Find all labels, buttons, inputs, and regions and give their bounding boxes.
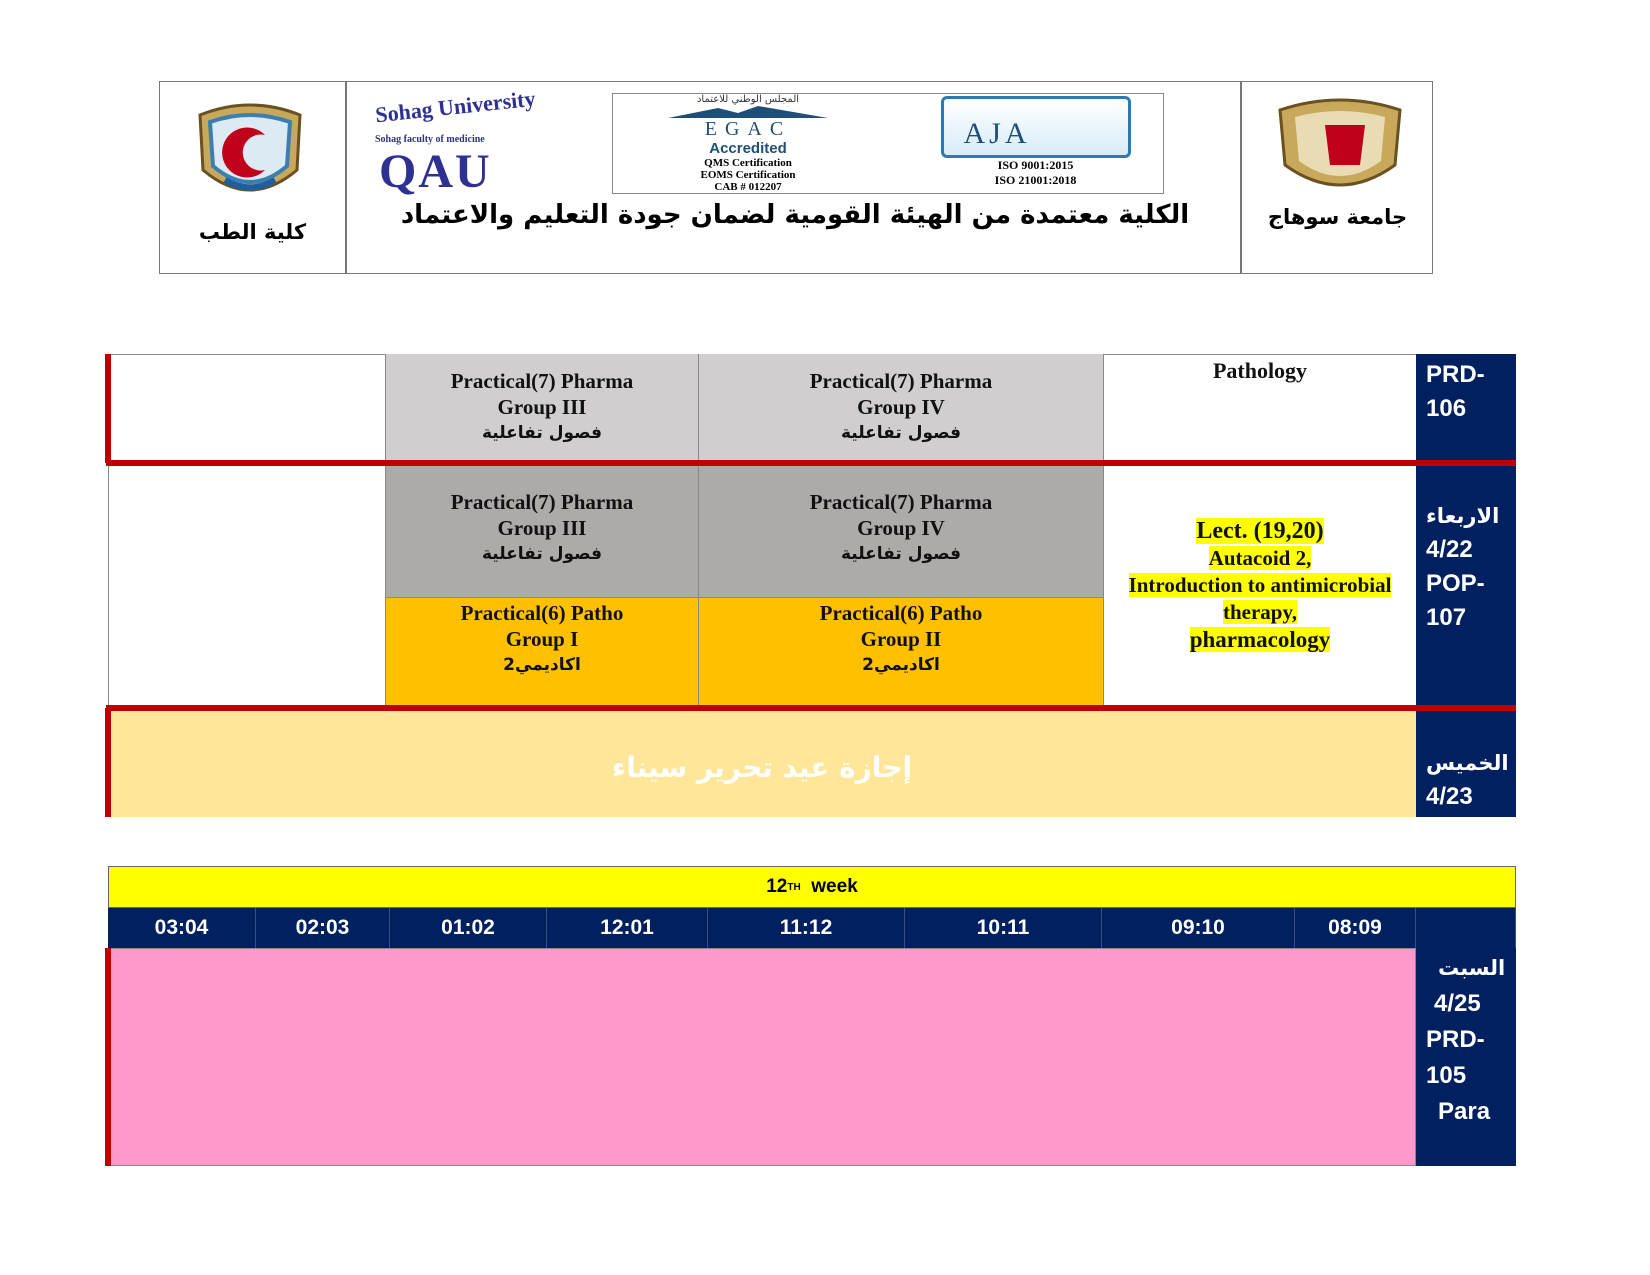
cell-line: Introduction to antimicrobial (1128, 572, 1392, 597)
day-line: POP- (1426, 570, 1485, 597)
globe-icon: AJA (940, 96, 1131, 158)
cell-line: Group IV (857, 395, 945, 419)
aja-name: AJA (963, 117, 1031, 150)
cell-line: Practical(7) Pharma (809, 490, 993, 514)
day-line: 107 (1426, 604, 1467, 631)
egac-name: EGAC (704, 118, 792, 140)
row-marker (105, 708, 111, 817)
egac-line: EOMS Certification (700, 169, 796, 181)
saturday-block (108, 948, 1416, 1166)
schedule-cell: Practical(7) Pharma Group III فصول تفاعل… (386, 354, 699, 463)
schedule-cell: Practical(6) Patho Group II اكاديمي2 (699, 597, 1104, 708)
lecture-cell: Lect. (19,20) Autacoid 2, Introduction t… (1104, 463, 1416, 708)
cell-line: Pathology (1212, 358, 1308, 383)
aja-line: ISO 21001:2018 (994, 173, 1077, 187)
egac-logo: المجلس الوطني للاعتماد EGAC Accredited Q… (623, 94, 873, 194)
cell-line: Group II (860, 627, 942, 651)
cell-line: pharmacology (1189, 626, 1331, 652)
time-slot-header: 12:01 (547, 908, 708, 948)
mountain-icon (668, 106, 828, 118)
cell-line: Group I (505, 627, 579, 651)
qau-logo: Sohag University Sohag faculty of medici… (365, 85, 565, 198)
cell-line: Autacoid 2, (1208, 545, 1312, 570)
day-line: الاربعاء (1426, 504, 1500, 528)
time-slot-header: 10:11 (905, 908, 1102, 948)
cell-line: therapy, (1222, 599, 1298, 624)
cell-line: فصول تفاعلية (481, 544, 602, 564)
day-line: 4/25 (1434, 990, 1481, 1017)
schedule-cell: Pathology (1104, 354, 1416, 463)
egac-accredited: Accredited (709, 140, 787, 157)
cell-line: Group III (497, 395, 587, 419)
egac-arabic: المجلس الوطني للاعتماد (696, 94, 800, 105)
header-divider (1240, 81, 1242, 274)
accreditation-statement: الكلية معتمدة من الهيئة القومية لضمان جو… (400, 200, 1190, 230)
faculty-of-medicine-caption: كلية الطب (198, 220, 307, 244)
week-number: 12 (766, 876, 788, 897)
header-banner (159, 81, 1433, 274)
faculty-of-medicine-logo (175, 100, 325, 210)
cell-line: Group IV (857, 516, 945, 540)
day-label: السبت 4/25 PRD- 105 Para (1416, 948, 1516, 1166)
time-slot-header: 09:10 (1102, 908, 1295, 948)
egac-line: CAB # 012207 (714, 181, 782, 193)
day-line: 4/23 (1426, 783, 1473, 810)
sohag-university-logo (1265, 95, 1415, 205)
cell-line: Practical(7) Pharma (450, 369, 634, 393)
cell-line: اكاديمي2 (503, 655, 581, 675)
day-line: PRD- (1426, 361, 1485, 388)
week-suffix: TH (787, 881, 801, 893)
day-line: PRD- (1426, 1026, 1485, 1053)
time-slot-header: 01:02 (390, 908, 547, 948)
cell-line: Lect. (19,20) (1196, 517, 1324, 544)
cell-line: Practical(7) Pharma (809, 369, 993, 393)
time-slot-header-empty (1416, 908, 1516, 948)
header-divider (345, 81, 347, 274)
empty-cell (108, 463, 386, 708)
aja-logo: AJA ISO 9001:2015 ISO 21001:2018 (938, 96, 1133, 192)
day-line: السبت (1438, 956, 1506, 980)
cell-line: فصول تفاعلية (840, 423, 961, 443)
time-slot-header: 02:03 (256, 908, 390, 948)
row-marker (105, 948, 111, 1166)
week-header: 12 TH week (108, 866, 1516, 908)
day-line: Para (1438, 1098, 1491, 1125)
row-separator (106, 460, 1516, 466)
cell-line: Practical(6) Patho (819, 601, 983, 625)
sohag-university-caption: جامعة سوهاج (1267, 205, 1408, 229)
schedule-cell: Practical(6) Patho Group I اكاديمي2 (386, 597, 699, 708)
day-label: PRD- 106 (1416, 354, 1516, 463)
cell-line: فصول تفاعلية (840, 544, 961, 564)
empty-cell (108, 354, 386, 463)
holiday-cell: إجازة عيد تحرير سيناء (108, 708, 1416, 817)
qau-big-text: QAU (379, 145, 492, 198)
time-slot-header: 08:09 (1295, 908, 1416, 948)
schedule-cell: Practical(7) Pharma Group IV فصول تفاعلي… (699, 354, 1104, 463)
schedule-cell: Practical(7) Pharma Group IV فصول تفاعلي… (699, 463, 1104, 597)
qau-arc-text: Sohag University (374, 85, 537, 128)
egac-aja-logos: المجلس الوطني للاعتماد EGAC Accredited Q… (612, 93, 1164, 194)
week-word: week (811, 876, 858, 897)
cell-line: فصول تفاعلية (481, 423, 602, 443)
qau-sub-text: Sohag faculty of medicine (375, 134, 485, 145)
day-label: الاربعاء 4/22 POP- 107 (1416, 463, 1516, 708)
time-slot-header: 11:12 (708, 908, 905, 948)
day-line: الخميس (1426, 751, 1509, 775)
cell-line: اكاديمي2 (862, 655, 940, 675)
row-separator (106, 705, 1516, 711)
cell-line: Practical(7) Pharma (450, 490, 634, 514)
cell-line: Practical(6) Patho (460, 601, 624, 625)
aja-line: ISO 9001:2015 (997, 158, 1074, 172)
egac-line: QMS Certification (704, 157, 792, 169)
day-line: 105 (1426, 1062, 1467, 1089)
day-line: 4/22 (1426, 536, 1473, 563)
day-label: الخميس 4/23 (1416, 708, 1516, 817)
time-slot-header: 03:04 (108, 908, 256, 948)
cell-line: Group III (497, 516, 587, 540)
schedule-cell: Practical(7) Pharma Group III فصول تفاعل… (386, 463, 699, 597)
row-marker (105, 354, 111, 463)
holiday-text: إجازة عيد تحرير سيناء (611, 750, 913, 784)
day-line: 106 (1426, 395, 1467, 422)
